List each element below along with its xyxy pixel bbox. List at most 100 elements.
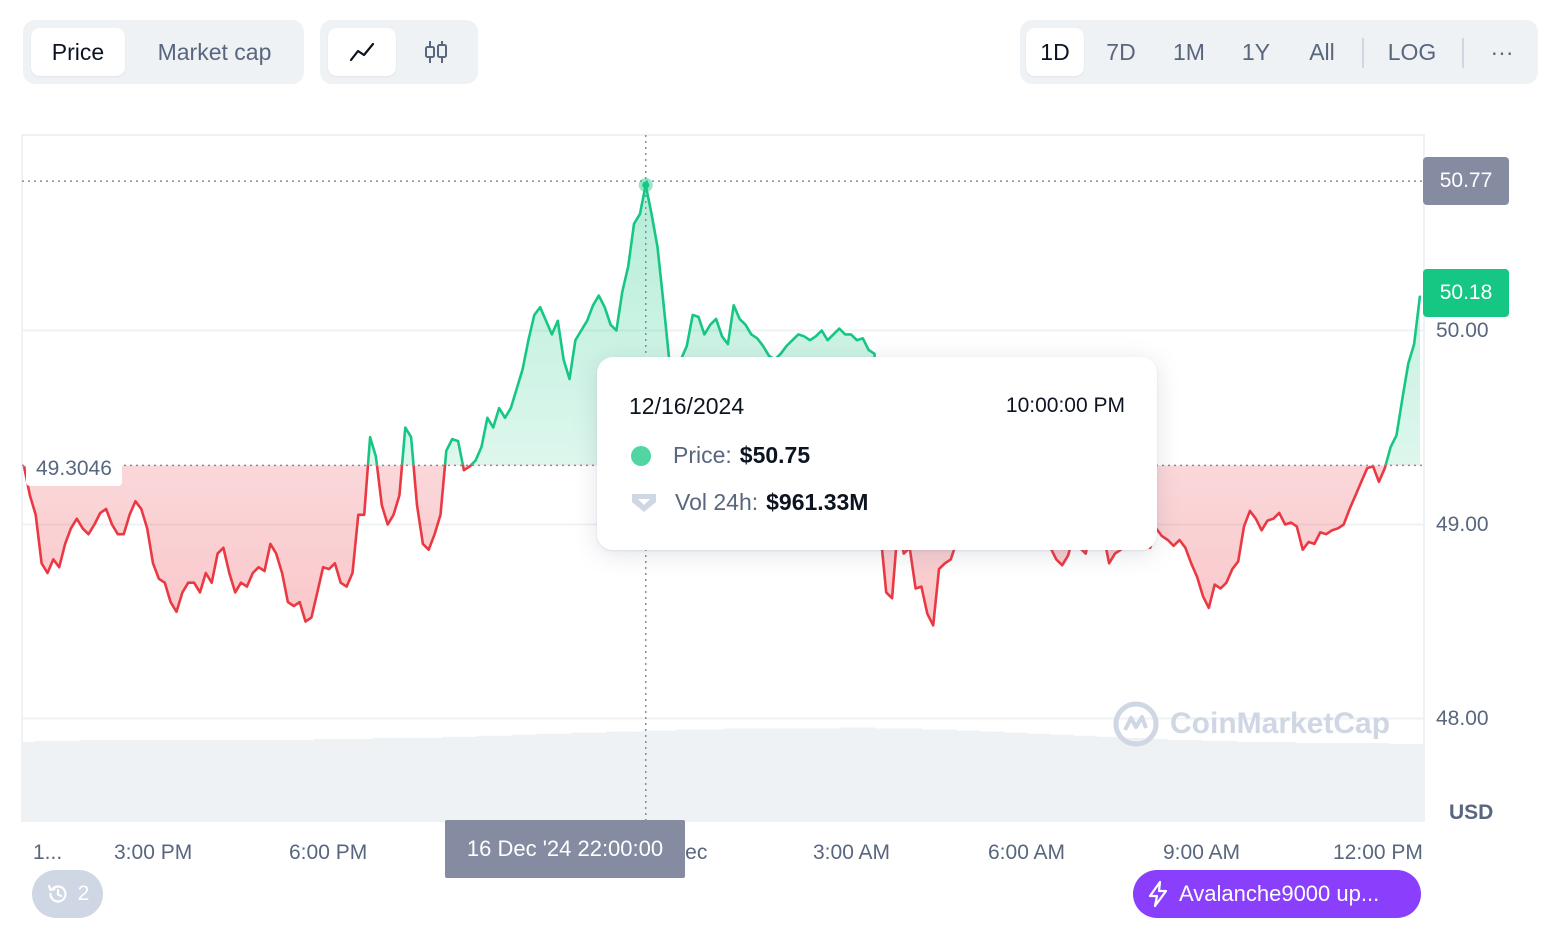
tooltip-price-value: $50.75 (739, 442, 811, 468)
volume-bar (1377, 743, 1390, 821)
volume-bar (162, 739, 175, 821)
volume-bar (641, 730, 654, 821)
volume-bar (1143, 738, 1156, 821)
volume-bar (1248, 741, 1261, 821)
tooltip-volume-row: Vol 24h: $961.33M (629, 489, 868, 516)
tab-price[interactable]: Price (31, 28, 125, 76)
coinmarketcap-logo-icon (1113, 701, 1159, 747)
volume-bar (442, 736, 455, 821)
volume-bar (1225, 740, 1238, 821)
volume-bar (1412, 744, 1425, 821)
volume-bar (68, 740, 81, 821)
current-price-tag: 50.18 (1423, 269, 1509, 317)
volume-bar (430, 737, 443, 821)
volume-bar (349, 738, 362, 821)
volume-bar (851, 727, 864, 821)
volume-bar (1190, 739, 1203, 821)
volume-bar (980, 731, 993, 821)
x-tick-label: 1... (33, 841, 63, 864)
volume-bar (1295, 743, 1308, 821)
volume-bar (699, 729, 712, 821)
volume-bar (804, 728, 817, 821)
tab-1m[interactable]: 1M (1173, 38, 1205, 65)
volume-bar (781, 728, 794, 821)
x-tick-label: 6:00 PM (289, 841, 368, 864)
volume-bar (1283, 741, 1296, 821)
volume-bar (208, 739, 222, 821)
volume-bar (1108, 736, 1121, 821)
volume-bar (501, 735, 514, 821)
volume-bar (769, 728, 782, 821)
volume-bar (968, 730, 981, 821)
volume-bar (395, 737, 408, 821)
volume-bar (547, 733, 560, 821)
tooltip-price-label: Price: (673, 442, 732, 468)
volume-bar (816, 728, 829, 821)
volume-bar (1353, 743, 1366, 821)
volume-bar (1202, 740, 1215, 821)
volume-bar (582, 732, 595, 821)
volume-bar (874, 728, 887, 821)
volume-bar (45, 740, 58, 821)
volume-bar (302, 739, 315, 821)
volume-bar (746, 728, 759, 821)
volume-bar (524, 734, 537, 821)
more-options-button[interactable]: ··· (1490, 38, 1514, 65)
log-scale-toggle[interactable]: LOG (1387, 38, 1437, 65)
volume-bar (1318, 743, 1331, 821)
volume-bar (1307, 743, 1320, 821)
history-count: 2 (77, 882, 90, 905)
volume-bar (279, 739, 292, 821)
tab-1d[interactable]: 1D (1026, 28, 1084, 76)
news-chip[interactable]: Avalanche9000 up... (1133, 870, 1421, 918)
tab-1y[interactable]: 1Y (1241, 38, 1271, 65)
history-icon (47, 884, 67, 903)
volume-bar (115, 739, 128, 821)
coinmarketcap-watermark: CoinMarketCap (1112, 700, 1390, 748)
tab-7d[interactable]: 7D (1106, 38, 1136, 65)
volume-bar (1330, 743, 1343, 821)
volume-bar (734, 728, 747, 821)
volume-bar (243, 739, 257, 821)
tooltip-volume-label: Vol 24h: (675, 489, 759, 515)
volume-bar (384, 737, 397, 821)
volume-bar (255, 739, 268, 821)
history-chip[interactable]: 2 (32, 870, 103, 918)
range-tab-group: 1D 7D 1M 1Y All LOG ··· (1020, 20, 1538, 84)
volume-bar (407, 737, 420, 821)
volume-bar (687, 729, 701, 821)
lightning-icon (1148, 880, 1168, 908)
volume-bar (1342, 743, 1355, 821)
volume-bar (559, 733, 572, 821)
volume-bar (512, 734, 525, 821)
volume-bar (1388, 744, 1402, 821)
volume-bar (127, 739, 140, 821)
tooltip-price-row: Price: $50.75 (629, 442, 810, 469)
volume-bar (1085, 735, 1098, 821)
tab-market-cap[interactable]: Market cap (157, 38, 272, 65)
volume-shield-icon (632, 493, 656, 512)
tooltip-volume-value: $961.33M (766, 489, 869, 515)
volume-bar (1096, 736, 1109, 821)
candlestick-button[interactable] (402, 28, 470, 76)
volume-bar (606, 731, 619, 821)
x-tick-label: 6:00 AM (988, 841, 1066, 864)
volume-bar (909, 728, 923, 821)
volume-bar (1061, 734, 1074, 821)
reference-price-label: 49.3046 (26, 452, 122, 486)
line-chart-button[interactable] (328, 28, 396, 76)
volume-bar (886, 728, 899, 821)
tab-all[interactable]: All (1309, 38, 1335, 65)
watermark-text: CoinMarketCap (1170, 707, 1391, 740)
volume-bar (1365, 743, 1378, 821)
volume-bar (1178, 739, 1191, 821)
volume-bar (711, 729, 724, 821)
volume-bar (1003, 732, 1016, 821)
volume-bar (92, 739, 105, 821)
volume-bar (489, 735, 502, 821)
volume-bar (337, 738, 350, 821)
x-tick-label: 3:00 PM (114, 841, 193, 864)
volume-bar (571, 732, 584, 821)
volume-bar (197, 739, 210, 821)
news-chip-label: Avalanche9000 up... (1179, 881, 1380, 906)
